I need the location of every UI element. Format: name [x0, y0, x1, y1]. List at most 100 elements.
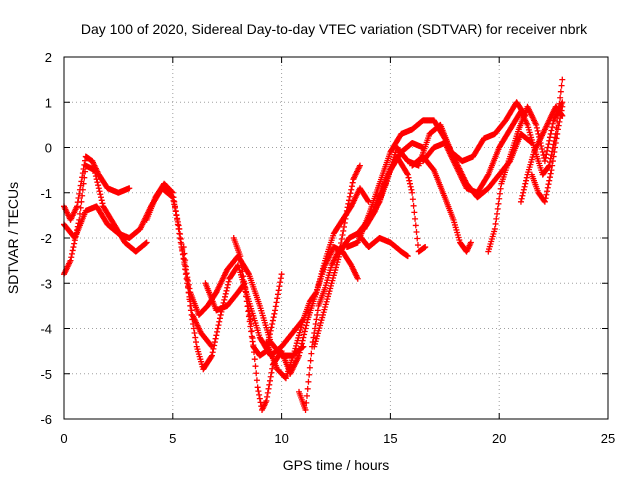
data-point — [174, 216, 181, 223]
data-point — [68, 254, 75, 261]
data-point — [547, 170, 554, 177]
data-point — [340, 227, 347, 234]
data-point — [552, 144, 559, 151]
data-point — [71, 240, 78, 247]
data-point — [208, 353, 215, 360]
data-point — [266, 377, 273, 384]
data-point — [267, 327, 274, 334]
data-point — [354, 275, 361, 282]
data-point — [549, 162, 556, 169]
data-point — [314, 311, 321, 318]
data-point — [533, 121, 540, 128]
data-point — [409, 196, 416, 203]
data-point — [313, 316, 320, 323]
data-point — [346, 197, 353, 204]
data-point — [245, 307, 252, 314]
data-point — [544, 147, 551, 154]
data-point — [340, 223, 347, 230]
data-point — [237, 258, 244, 265]
data-point — [414, 235, 421, 242]
data-point — [177, 235, 184, 241]
data-point — [74, 203, 81, 210]
data-point — [422, 244, 429, 251]
data-point — [343, 211, 350, 218]
data-point — [187, 302, 194, 309]
data-point — [182, 257, 189, 264]
data-point — [269, 317, 276, 324]
data-point — [345, 200, 352, 207]
series-trace-11 — [343, 117, 535, 251]
data-point — [216, 315, 223, 322]
data-point — [239, 268, 246, 275]
data-point — [414, 242, 421, 249]
data-point — [302, 406, 309, 413]
data-point — [70, 244, 77, 251]
data-point — [92, 173, 99, 180]
data-point — [302, 325, 309, 332]
data-point — [181, 250, 188, 257]
data-point — [266, 381, 273, 388]
series-trace-7 — [230, 235, 285, 359]
data-point — [241, 283, 248, 290]
data-point — [68, 250, 75, 257]
data-point — [245, 308, 252, 315]
data-point — [296, 349, 303, 356]
data-point — [298, 340, 305, 347]
data-point — [193, 339, 200, 346]
series-trace-14 — [372, 153, 429, 255]
axis-ticks — [63, 56, 609, 420]
data-point — [557, 88, 564, 95]
data-point — [266, 334, 273, 341]
data-point — [298, 343, 305, 350]
data-point — [493, 215, 500, 222]
data-point — [558, 82, 565, 89]
data-point — [341, 219, 348, 226]
data-point — [273, 299, 280, 306]
data-point — [222, 293, 229, 300]
data-point — [264, 393, 271, 400]
data-point — [497, 185, 504, 192]
series-trace-18 — [517, 103, 566, 205]
data-point — [553, 135, 560, 142]
data-point — [176, 230, 183, 237]
data-point — [185, 283, 192, 290]
y-tick-label: -3 — [40, 276, 52, 291]
data-point — [268, 369, 275, 376]
data-point — [523, 174, 530, 181]
data-point — [356, 162, 363, 169]
data-point — [348, 186, 355, 193]
data-point — [305, 378, 312, 385]
data-point — [253, 370, 260, 377]
data-point — [174, 221, 181, 228]
data-point — [256, 395, 263, 402]
data-point — [211, 339, 218, 346]
data-point — [551, 149, 558, 156]
data-point — [255, 388, 262, 395]
data-point — [300, 334, 307, 341]
data-point — [404, 170, 411, 177]
data-point — [552, 139, 559, 146]
data-point — [80, 180, 87, 187]
data-point — [223, 287, 230, 294]
data-point — [406, 177, 413, 184]
data-point — [554, 126, 561, 133]
data-point — [303, 322, 310, 329]
series-trace-15 — [409, 153, 474, 255]
x-tick-label: 20 — [492, 431, 506, 446]
data-point — [343, 207, 350, 214]
data-point — [307, 357, 314, 364]
data-point — [520, 189, 527, 196]
data-point — [78, 198, 85, 205]
data-point — [191, 330, 198, 337]
data-point — [266, 331, 273, 338]
data-point — [169, 188, 176, 195]
data-point — [547, 130, 554, 137]
data-point — [301, 328, 308, 335]
data-point — [312, 290, 319, 297]
data-point — [248, 328, 255, 335]
data-point — [342, 215, 349, 222]
data-point — [517, 198, 524, 205]
data-point — [249, 338, 256, 345]
data-point — [190, 325, 197, 332]
data-point — [190, 320, 197, 327]
